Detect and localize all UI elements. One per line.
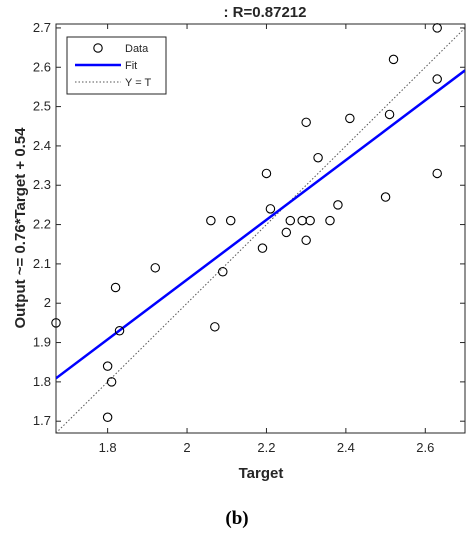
- data-point: [301, 117, 311, 128]
- data-point: [380, 192, 391, 202]
- data-point: [301, 235, 311, 246]
- data-point: [225, 215, 236, 226]
- y-tick-label: 2.5: [33, 99, 51, 114]
- identity-line: [56, 27, 465, 433]
- y-tick-label: 2: [44, 295, 51, 310]
- y-tick-label: 2.1: [33, 256, 51, 271]
- data-point: [345, 113, 355, 124]
- data-point: [432, 168, 442, 179]
- scatter-plot: : R=0.87212 1.8 2 2.2 2.4 2.6 1.7 1.8 1.9 2 2.1 2…: [12, 4, 466, 482]
- x-tick-label: 1.8: [99, 440, 117, 455]
- data-point: [261, 168, 272, 179]
- data-point: [210, 322, 220, 332]
- data-point: [102, 412, 113, 423]
- legend: Data Fit Y = T: [66, 36, 167, 95]
- legend-label: Y = T: [125, 77, 151, 89]
- data-point: [265, 204, 276, 214]
- x-axis-ticks: 1.8 2 2.2 2.4 2.6: [99, 24, 434, 455]
- figure-caption: (b): [225, 508, 249, 529]
- data-point: [51, 318, 61, 328]
- x-axis-label: Target: [239, 465, 284, 482]
- data-points: [51, 23, 442, 423]
- data-point: [206, 215, 216, 226]
- data-point: [432, 23, 442, 33]
- data-point: [110, 282, 121, 293]
- data-point: [106, 377, 117, 387]
- y-tick-label: 1.8: [33, 374, 51, 389]
- legend-label: Data: [125, 43, 149, 55]
- data-point: [114, 325, 125, 336]
- fit-line: [56, 69, 465, 380]
- data-point: [313, 152, 323, 163]
- data-point: [150, 263, 161, 273]
- legend-label: Fit: [125, 60, 137, 72]
- x-tick-label: 2.6: [416, 440, 434, 455]
- reference-lines: [56, 27, 465, 433]
- y-tick-label: 1.7: [33, 413, 51, 428]
- y-tick-label: 2.7: [33, 20, 51, 35]
- chart-title: : R=0.87212: [224, 4, 307, 21]
- data-point: [102, 361, 113, 371]
- data-point: [285, 215, 296, 226]
- legend-marker-data: [93, 43, 103, 53]
- data-point: [388, 54, 399, 65]
- data-point: [384, 109, 395, 120]
- data-point: [257, 243, 268, 253]
- x-tick-label: 2.4: [337, 440, 355, 455]
- y-axis-ticks: 1.7 1.8 1.9 2 2.1 2.2 2.3 2.4 2.5 2.6 2.7: [33, 20, 465, 428]
- x-tick-label: 2: [183, 440, 190, 455]
- data-point: [218, 267, 228, 277]
- y-tick-label: 1.9: [33, 335, 51, 350]
- y-tick-label: 2.6: [33, 59, 51, 74]
- data-point: [305, 215, 315, 226]
- y-tick-label: 2.2: [33, 217, 51, 232]
- data-point: [281, 227, 292, 238]
- x-tick-label: 2.2: [257, 440, 275, 455]
- data-point: [325, 215, 335, 226]
- data-point: [333, 200, 343, 210]
- y-tick-label: 2.4: [33, 138, 51, 153]
- y-tick-label: 2.3: [33, 177, 51, 192]
- y-axis-label: Output ~= 0.76*Target + 0.54: [12, 127, 29, 329]
- data-point: [432, 74, 442, 84]
